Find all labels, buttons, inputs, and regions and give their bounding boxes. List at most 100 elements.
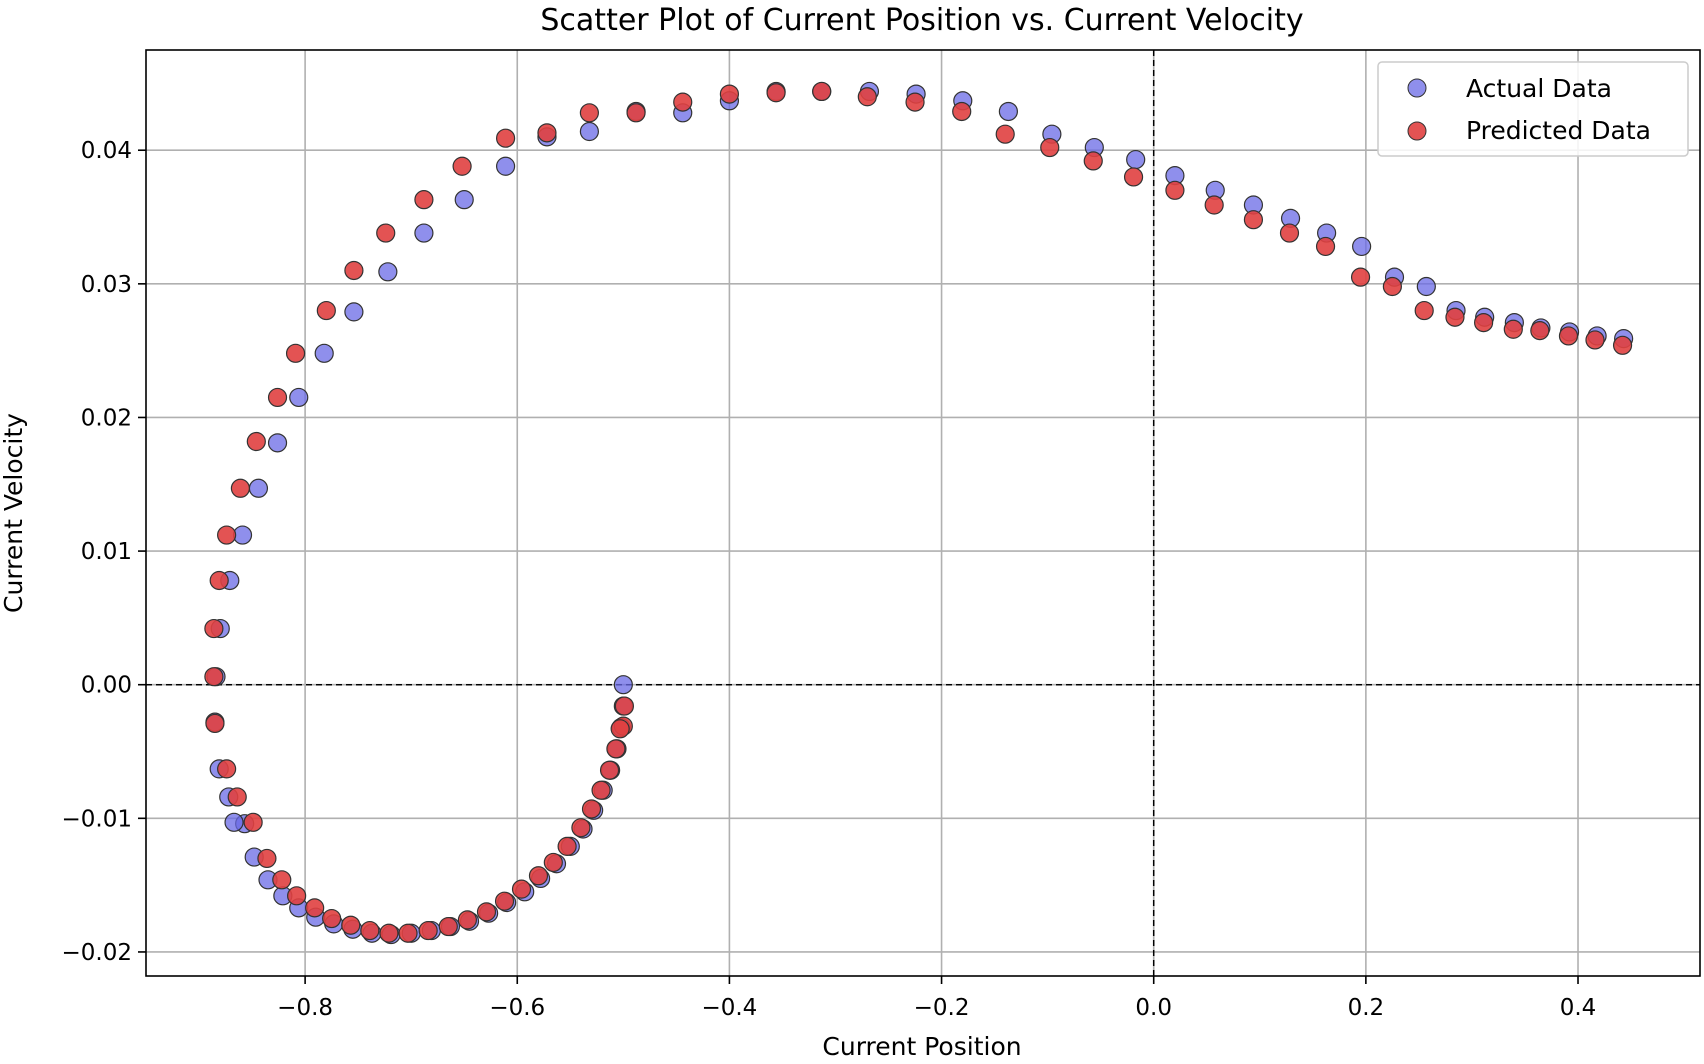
predicted-data-point (557, 836, 577, 856)
predicted-data-point (1243, 210, 1264, 230)
y-tick-label: 0.00 (81, 673, 132, 699)
actual-data-point (314, 343, 334, 363)
actual-data-point (1416, 276, 1436, 297)
predicted-data-point (379, 923, 399, 943)
predicted-data-point (812, 81, 832, 102)
predicted-data-point (905, 92, 925, 112)
predicted-data-point (537, 123, 557, 143)
predicted-data-point (766, 83, 786, 103)
legend-label-actual: Actual Data (1466, 74, 1612, 103)
predicted-data-point (272, 870, 292, 890)
predicted-data-point (418, 920, 438, 941)
predicted-data-point (452, 156, 472, 176)
x-tick-label: −0.6 (489, 995, 545, 1021)
predicted-data-point (673, 92, 693, 112)
predicted-data-point (1503, 319, 1523, 339)
predicted-data-point (316, 300, 336, 321)
predicted-data-point (287, 886, 307, 906)
actual-data-point (344, 302, 364, 322)
predicted-data-point (579, 103, 599, 123)
predicted-data-point (438, 916, 458, 937)
predicted-data-point (857, 87, 877, 107)
y-tick-label: −0.02 (62, 940, 132, 966)
predicted-data-point (1530, 321, 1550, 341)
actual-data-point (224, 812, 244, 832)
legend-box (1377, 61, 1689, 157)
predicted-data-point (494, 891, 515, 911)
predicted-data-point (204, 618, 224, 639)
predicted-data-point (205, 713, 225, 734)
predicted-data-point (626, 103, 646, 123)
y-tick-label: −0.01 (62, 806, 132, 832)
predicted-data-point (1414, 300, 1434, 321)
actual-data-point (289, 387, 309, 408)
predicted-data-point (606, 739, 626, 759)
x-tick-label: 0.0 (1135, 995, 1172, 1021)
predicted-data-point (591, 780, 611, 800)
predicted-data-point (511, 879, 532, 899)
legend: Actual Data Predicted Data (1377, 61, 1689, 157)
x-tick-label: −0.8 (277, 995, 333, 1021)
y-tick-label: 0.02 (81, 405, 132, 431)
predicted-data-point (457, 910, 478, 930)
actual-data-point (232, 525, 253, 545)
actual-data-point (414, 223, 434, 243)
predicted-data-point (344, 260, 364, 281)
x-tick-label: 0.4 (1560, 995, 1597, 1021)
predicted-data-point (952, 101, 972, 122)
predicted-data-point (1083, 151, 1103, 171)
axis-ticks: −0.8 −0.6 −0.4 −0.2 0.0 0.2 0.4 −0.02 −0.01 0.00 0… (62, 138, 1597, 1021)
predicted-data-point (246, 431, 266, 452)
y-tick-label: 0.03 (81, 272, 132, 298)
y-tick-label: 0.01 (81, 539, 132, 565)
actual-data-point (613, 675, 633, 695)
legend-marker-predicted (1407, 121, 1427, 141)
predicted-data-point (1123, 167, 1144, 187)
predicted-data-point (227, 787, 247, 807)
predicted-data-point (581, 799, 602, 819)
predicted-data-point (217, 525, 237, 545)
predicted-data-point (360, 920, 380, 941)
data-points (204, 81, 1634, 945)
legend-marker-actual (1407, 78, 1427, 98)
chart-title: Scatter Plot of Current Position vs. Cur… (540, 3, 1303, 38)
predicted-data-point (230, 478, 251, 498)
predicted-data-point (305, 898, 325, 918)
predicted-data-point (1204, 195, 1224, 215)
predicted-data-point (719, 84, 740, 104)
predicted-data-point (285, 343, 306, 363)
x-axis-label: Current Position (822, 1032, 1021, 1061)
predicted-data-point (476, 902, 497, 922)
predicted-data-point (217, 759, 237, 779)
predicted-data-point (1382, 276, 1402, 297)
predicted-data-point (543, 852, 563, 873)
predicted-data-point (1040, 137, 1060, 158)
predicted-data-point (995, 124, 1015, 144)
actual-data-point (495, 156, 516, 176)
predicted-data-point (1558, 326, 1579, 346)
predicted-data-point (1585, 330, 1605, 350)
actual-data-point (998, 101, 1018, 122)
actual-data-point (248, 478, 269, 498)
y-tick-label: 0.04 (81, 138, 132, 164)
plot-area-frame (145, 49, 1701, 977)
predicted-data-point (1474, 312, 1494, 333)
predicted-data-point (1165, 180, 1185, 200)
predicted-data-point (322, 908, 342, 929)
predicted-data-point (614, 696, 634, 716)
predicted-data-point (1350, 267, 1371, 287)
predicted-data-point (204, 667, 224, 687)
predicted-data-point (209, 570, 229, 591)
predicted-data-point (599, 760, 620, 780)
predicted-data-point (341, 915, 361, 935)
predicted-data-point (414, 190, 434, 210)
predicted-data-point (1279, 223, 1300, 243)
predicted-data-point (267, 387, 288, 408)
y-axis-label: Current Velocity (0, 413, 28, 613)
predicted-data-point (571, 818, 591, 838)
predicted-data-point (1612, 335, 1633, 355)
actual-data-point (454, 190, 474, 210)
predicted-data-point (243, 812, 263, 832)
predicted-data-point (528, 866, 549, 886)
